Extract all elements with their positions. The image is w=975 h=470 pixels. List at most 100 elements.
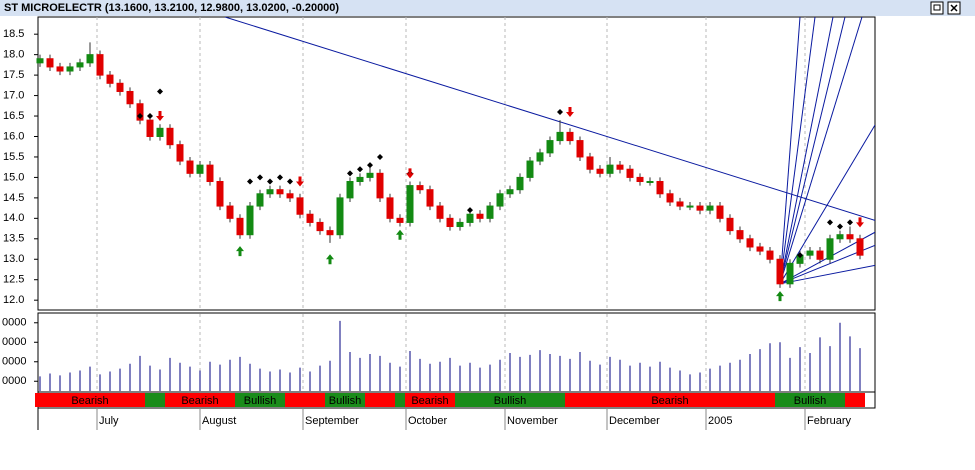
candle-body [546, 140, 554, 154]
candle-body [66, 66, 74, 72]
candle-body [176, 144, 184, 162]
trendline [224, 17, 875, 221]
candle-body [566, 131, 574, 142]
volume-panel [37, 312, 876, 393]
candle-body [126, 90, 134, 105]
candle-body [256, 193, 264, 207]
candle-body [36, 58, 44, 64]
candle-body [446, 217, 454, 228]
signal-diamond [367, 162, 373, 169]
candle-body [216, 181, 224, 207]
signal-diamond [377, 153, 383, 160]
restore-icon [933, 4, 941, 11]
x-tick-label: October [408, 415, 447, 427]
trend-band [405, 393, 455, 407]
y-tick-label: 12.5 [3, 274, 24, 286]
y-tick-label: 17.5 [3, 69, 24, 81]
candle-body [526, 160, 534, 178]
signal-diamond [847, 219, 853, 226]
candle-body [326, 230, 334, 236]
candle-body [56, 66, 64, 72]
candle-body [646, 181, 654, 184]
signal-diamond [557, 108, 563, 115]
signal-diamond [147, 113, 153, 120]
trend-band-label: Bearish [181, 395, 218, 407]
price-panel [37, 16, 876, 311]
candle-body [536, 152, 544, 162]
candle-body [596, 168, 604, 174]
y-tick-label: 17.0 [3, 89, 24, 101]
signal-diamond [247, 178, 253, 185]
x-tick-label: 2005 [708, 415, 732, 427]
candle-body [606, 164, 614, 174]
candle-body [386, 197, 394, 219]
candle-body [156, 127, 164, 137]
candle-body [636, 176, 644, 183]
signal-diamond [267, 178, 273, 185]
candle-body [336, 197, 344, 236]
signal-up-arrow [236, 246, 244, 257]
y-tick-label: 18.5 [3, 28, 24, 40]
candle-body [266, 189, 274, 195]
trend-band-label: Bearish [651, 395, 688, 407]
volume-tick-label: 0000 [2, 356, 26, 368]
candle-body [656, 181, 664, 195]
trend-band-label: Bearish [71, 395, 108, 407]
candle-body [276, 189, 284, 195]
signal-diamond [827, 219, 833, 226]
candle-body [96, 54, 104, 76]
x-tick-label: February [807, 415, 852, 427]
trend-band [395, 393, 405, 407]
candle-body [506, 189, 514, 195]
trend-band-label: Bullish [494, 395, 526, 407]
candle-body [306, 213, 314, 223]
y-tick-label: 13.0 [3, 253, 24, 265]
candle-body [736, 230, 744, 240]
candle-body [856, 238, 864, 256]
trend-band [845, 393, 865, 407]
candle-body [516, 176, 524, 191]
candle-body [86, 54, 94, 64]
candle-body [486, 205, 494, 219]
candle-body [406, 185, 414, 223]
y-tick-label: 15.0 [3, 171, 24, 183]
signal-down-arrow [406, 168, 414, 179]
trendline [779, 17, 834, 284]
candle-body [816, 250, 824, 260]
candle-body [496, 193, 504, 207]
signal-up-arrow [326, 254, 334, 265]
trend-band-label: Bullish [794, 395, 826, 407]
x-tick-label: September [305, 415, 359, 427]
candle-body [586, 156, 594, 170]
candle-body [576, 140, 584, 158]
y-tick-label: 15.5 [3, 151, 24, 163]
candle-body [776, 258, 784, 285]
candle-body [366, 172, 374, 178]
signal-down-arrow [856, 217, 864, 228]
volume-tick-label: 0000 [2, 317, 26, 329]
candle-body [316, 221, 324, 232]
y-tick-label: 16.5 [3, 110, 24, 122]
trend-band-label: Bearish [411, 395, 448, 407]
title-bar [0, 0, 975, 16]
trend-band [365, 393, 395, 407]
chart-title: ST MICROELECTR (13.1600, 13.2100, 12.980… [4, 2, 339, 14]
trend-band [565, 393, 775, 407]
candle-body [836, 234, 844, 240]
candle-body [146, 119, 154, 137]
candle-body [186, 160, 194, 174]
signal-diamond [277, 174, 283, 181]
restore-button[interactable] [930, 1, 944, 15]
y-tick-label: 18.0 [3, 49, 24, 61]
candle-body [296, 197, 304, 215]
trend-band [325, 393, 365, 407]
trendline [779, 17, 846, 284]
candle-body [766, 250, 774, 260]
signal-diamond [357, 166, 363, 173]
candle-body [76, 62, 84, 68]
candle-body [246, 205, 254, 236]
trend-band [285, 393, 325, 407]
candle-body [676, 201, 684, 207]
candle-body [426, 189, 434, 207]
